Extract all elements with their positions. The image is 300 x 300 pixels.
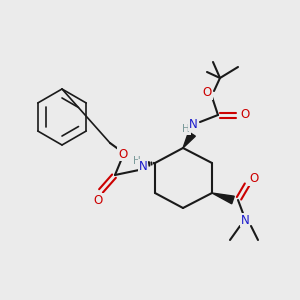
Text: H: H [182,124,190,134]
Polygon shape [183,132,195,148]
Text: O: O [240,109,250,122]
Polygon shape [212,193,234,204]
Text: H: H [133,156,141,166]
Text: N: N [139,160,147,172]
Text: O: O [118,148,127,160]
Text: N: N [241,214,249,226]
Text: O: O [249,172,259,185]
Text: O: O [202,86,211,100]
Text: O: O [93,194,103,206]
Text: N: N [189,118,197,130]
